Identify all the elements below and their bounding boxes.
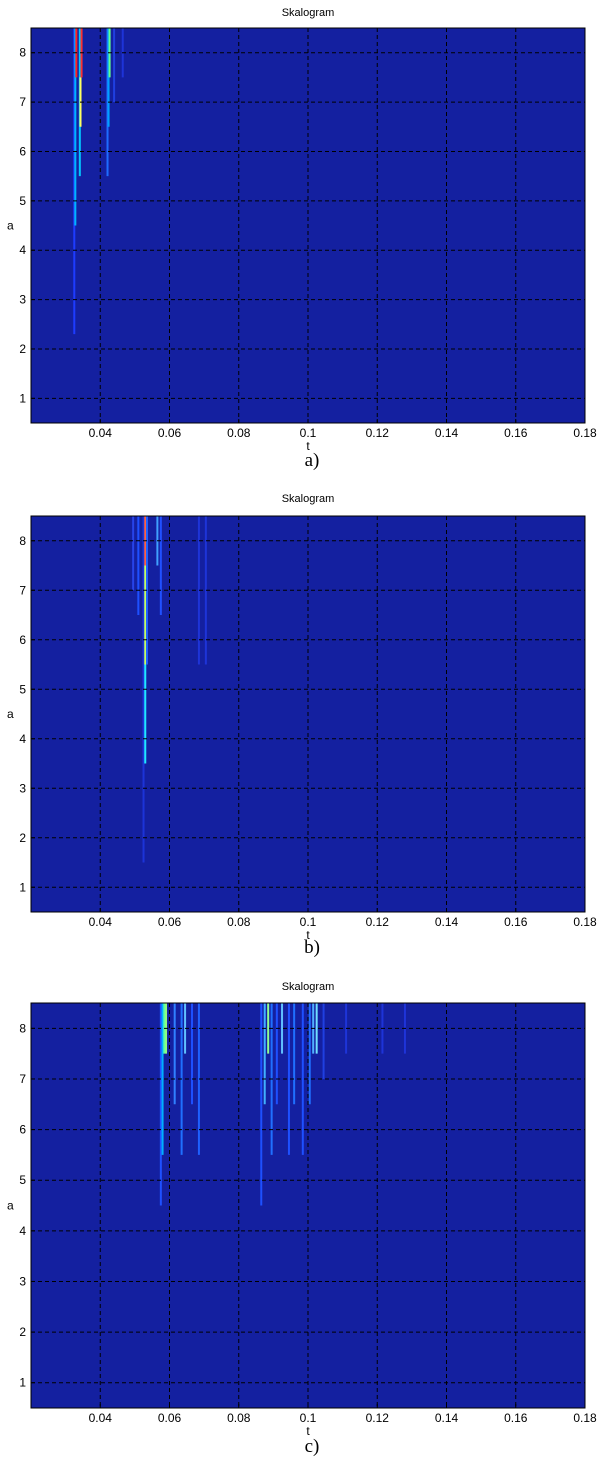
scalogram-streak [197,1003,200,1155]
x-tick-label: 0.14 [435,1411,459,1425]
scalogram-streak [197,516,200,665]
scalogram-streak [74,28,77,226]
x-tick-label: 0.1 [300,426,317,440]
y-tick-label: 8 [19,1021,26,1035]
scalogram-streak [144,565,147,665]
x-tick-label: 0.04 [89,1411,113,1425]
x-axis-label: t [306,439,310,453]
y-tick-label: 1 [19,880,26,894]
y-tick-label: 5 [19,682,26,696]
x-tick-label: 0.18 [573,426,597,440]
scalogram-streak [107,28,110,127]
skalogram-panel-3: 0.04 0.06 0.08 0.1 0.12 0.14 0.16 0.18 1 2 3 4 5 6 7 8 S… [7,981,597,1457]
scalogram-streak [73,28,76,335]
scalogram-streak [315,1003,318,1054]
y-tick-label: 6 [19,1123,26,1137]
skalogram-panel-2: 0.04 0.06 0.08 0.1 0.12 0.14 0.16 0.18 1 2 3 4 5 6 7 8 S… [7,493,597,958]
chart-title: Skalogram [282,493,335,505]
y-tick-label: 8 [19,46,26,60]
y-tick-label: 8 [19,534,26,548]
y-axis-label: a [7,1199,14,1213]
x-tick-label: 0.06 [158,915,182,929]
scalogram-streak [106,28,109,177]
scalogram-streak [137,516,140,615]
y-tick-label: 6 [19,144,26,158]
y-tick-label: 2 [19,831,26,845]
scalogram-streak [159,1003,162,1206]
scalogram-streak [275,1003,278,1105]
x-tick-label: 0.18 [573,915,597,929]
y-axis-label: a [7,707,14,721]
x-tick-label: 0.08 [227,1411,251,1425]
y-tick-label: 3 [19,781,26,795]
x-tick-label: 0.16 [504,915,528,929]
y-tick-label: 7 [19,583,26,597]
scalogram-streak [144,664,147,764]
scalogram-streak [308,1003,311,1105]
scalogram-streak [191,1003,194,1105]
panel-caption: c) [305,1436,320,1457]
scalogram-streak [281,1003,284,1054]
x-tick-label: 0.08 [227,426,251,440]
y-tick-label: 1 [19,391,26,405]
x-tick-label: 0.14 [435,426,459,440]
x-tick-label: 0.1 [300,1411,317,1425]
x-tick-label: 0.14 [435,915,459,929]
y-tick-label: 5 [19,194,26,208]
scalogram-streak [322,1003,325,1079]
panel-caption: a) [305,450,320,471]
x-tick-label: 0.16 [504,426,528,440]
scalogram-streak [301,1003,304,1155]
y-axis-label: a [7,219,14,233]
y-tick-label: 5 [19,1173,26,1187]
panel-caption: b) [304,937,320,958]
scalogram-streak [267,1003,270,1054]
scalogram-streak [161,1003,164,1155]
y-tick-label: 6 [19,633,26,647]
x-tick-label: 0.06 [158,1411,182,1425]
y-tick-label: 4 [19,243,26,257]
y-tick-label: 1 [19,1376,26,1390]
y-tick-label: 2 [19,1325,26,1339]
y-tick-label: 4 [19,1224,26,1238]
scalogram-streak [132,516,135,591]
scalogram-streak [113,28,116,103]
x-tick-label: 0.04 [89,426,113,440]
skalogram-panel-1: 0.04 0.06 0.08 0.1 0.12 0.14 0.16 0.18 1 2 3 4 5 6 7 8 S… [7,7,597,471]
y-tick-label: 3 [19,293,26,307]
x-tick-label: 0.16 [504,1411,528,1425]
scalogram-streak [204,516,207,665]
y-tick-label: 4 [19,732,26,746]
x-tick-label: 0.12 [366,426,390,440]
y-tick-label: 2 [19,342,26,356]
x-tick-label: 0.12 [366,1411,390,1425]
scalogram-streak [287,1003,290,1155]
x-axis-label: t [306,1424,310,1438]
scalogram-streak [173,1003,176,1105]
x-tick-label: 0.08 [227,915,251,929]
chart-title: Skalogram [282,981,335,993]
x-tick-label: 0.04 [89,915,113,929]
scalogram-streak [263,1003,266,1105]
y-tick-label: 7 [19,95,26,109]
x-axis-label: t [306,928,310,942]
x-tick-label: 0.06 [158,426,182,440]
chart-title: Skalogram [282,7,335,19]
scalogram-streak [260,1003,263,1206]
scalogram-streak [159,516,162,615]
scalogram-streak [293,1003,296,1105]
x-tick-label: 0.12 [366,915,390,929]
y-tick-label: 3 [19,1274,26,1288]
x-tick-label: 0.1 [300,915,317,929]
x-tick-label: 0.18 [573,1411,597,1425]
y-tick-label: 7 [19,1072,26,1086]
